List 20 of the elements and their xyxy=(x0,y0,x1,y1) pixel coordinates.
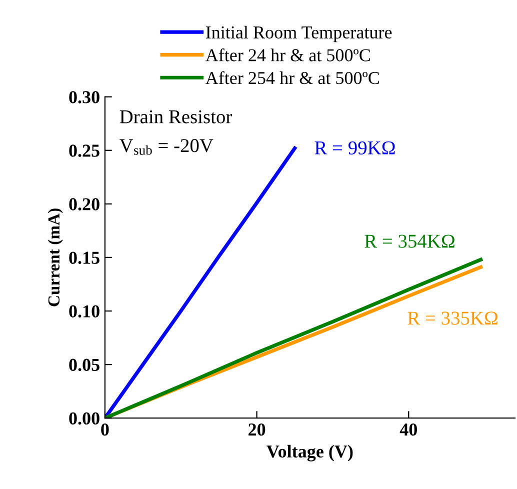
y-tick-label: 0.25 xyxy=(69,144,100,157)
x-tick-label: 40 xyxy=(400,423,417,436)
legend-label: After 254 hr & at 500ºC xyxy=(206,71,379,84)
x-tick-label: 0 xyxy=(101,423,109,436)
annotation: Drain Resistor xyxy=(120,110,232,124)
y-axis-title: Current (mA) xyxy=(48,208,63,306)
annotation: V$_{sub}$ = -20V xyxy=(120,139,214,155)
y-tick-label: 0.20 xyxy=(69,198,100,210)
y-tick-label: 0.00 xyxy=(69,412,100,425)
annotation: R = 99KΩ xyxy=(314,141,395,154)
x-tick-label: 20 xyxy=(248,423,266,436)
legend-label: After 24 hr & at 500ºC xyxy=(206,48,370,62)
annotation: R = 335KΩ xyxy=(408,312,498,325)
y-tick-label: 0.10 xyxy=(69,305,100,318)
y-tick-label: 0.05 xyxy=(69,358,100,372)
legend-label: Initial Room Temperature xyxy=(206,26,392,42)
y-tick-label: 0.15 xyxy=(69,252,100,264)
y-tick-label: 0.30 xyxy=(69,91,100,104)
annotation: R = 354KΩ xyxy=(364,234,454,248)
x-axis-title: Voltage (V) xyxy=(266,444,353,462)
